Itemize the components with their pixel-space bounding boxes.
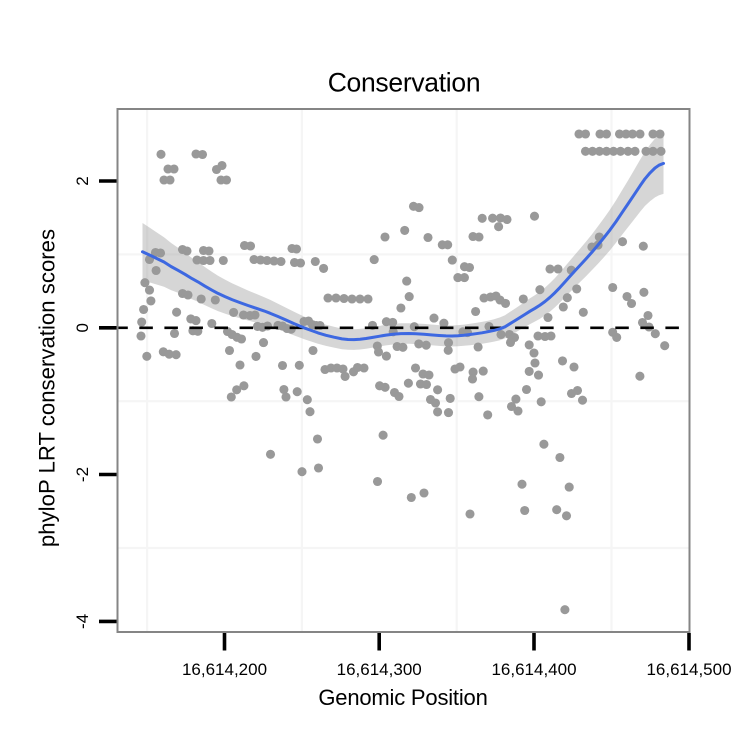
- svg-text:2: 2: [73, 176, 92, 185]
- svg-text:Genomic Position: Genomic Position: [318, 685, 487, 710]
- svg-text:16,614,300: 16,614,300: [337, 660, 422, 679]
- svg-text:16,614,500: 16,614,500: [646, 660, 731, 679]
- svg-text:0: 0: [73, 323, 92, 332]
- svg-text:phyloP LRT conservation scores: phyloP LRT conservation scores: [35, 229, 60, 547]
- svg-text:-4: -4: [73, 614, 92, 629]
- svg-text:16,614,200: 16,614,200: [182, 660, 267, 679]
- svg-text:Conservation: Conservation: [328, 68, 481, 98]
- svg-text:-2: -2: [73, 467, 92, 482]
- svg-text:16,614,400: 16,614,400: [491, 660, 576, 679]
